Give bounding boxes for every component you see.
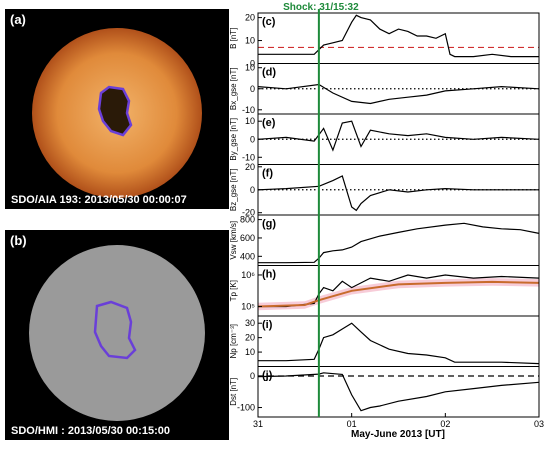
ytick-label-d-2: -10 (242, 105, 255, 115)
ytick-label-c-0: 20 (245, 13, 255, 23)
x-axis-label: May-June 2013 [UT] (351, 429, 445, 440)
xtick-label-3: 03 (534, 419, 544, 429)
ylabel-d: Bx_gse [nT] (229, 67, 238, 110)
aia-193-image: (a) SDO/AIA 193: 2013/05/30 00:00:07 (5, 9, 229, 209)
ytick-label-j-1: -100 (237, 403, 255, 413)
panel-tag-j: (j) (262, 370, 273, 382)
panel-frame-j (257, 366, 540, 418)
panel-tag-f: (f) (262, 168, 273, 180)
panel-frame-g (257, 214, 540, 266)
ytick-label-f-1: 0 (250, 185, 255, 195)
ylabel-c: B [nT] (229, 28, 238, 49)
shock-label: Shock: 31/15:32 (283, 2, 359, 13)
hmi-magnetogram-image: (b) SDO/HMI : 2013/05/30 00:15:00 (5, 230, 229, 440)
ytick-label-c-1: 10 (245, 36, 255, 46)
ylabel-i: Np [cm⁻³] (229, 324, 238, 358)
ytick-label-h-1: 10⁵ (241, 302, 255, 312)
panel-tag-i: (i) (262, 319, 273, 331)
tp-expected-band (258, 278, 539, 311)
ylabel-f: Bz_gse [nT] (229, 168, 238, 211)
ylabel-h: Tp [K] (229, 280, 238, 301)
ytick-label-i-0: 30 (245, 318, 255, 328)
ytick-label-i-2: 10 (245, 347, 255, 357)
panel-tag-g: (g) (262, 218, 276, 230)
series-f-0 (257, 175, 539, 212)
ytick-label-e-1: 0 (250, 134, 255, 144)
series-i-0 (258, 322, 540, 365)
ytick-label-f-2: -20 (242, 208, 255, 218)
ytick-label-g-0: 800 (240, 215, 255, 225)
xtick-label-2: 02 (440, 419, 450, 429)
panel-tag-h: (h) (262, 269, 276, 281)
panel-frame-c (257, 12, 540, 64)
ytick-label-f-0: 20 (245, 162, 255, 172)
hmi-coronal-hole-outline (93, 300, 137, 360)
ylabel-g: Vsw [km/s] (229, 221, 238, 260)
ytick-label-e-0: 10 (245, 116, 255, 126)
ytick-label-d-0: 10 (245, 63, 255, 73)
ytick-label-j-0: 0 (250, 371, 255, 381)
panel-a-tag: (a) (10, 12, 26, 27)
panel-tag-e: (e) (262, 117, 276, 129)
panel-b-tag: (b) (10, 233, 27, 248)
aia-sun-svg (32, 28, 202, 198)
aia-coronal-hole-outline (97, 85, 133, 137)
hmi-sun-svg (29, 245, 205, 421)
series-j-0 (257, 372, 540, 412)
ytick-label-d-1: 0 (250, 84, 255, 94)
hmi-solar-disk (29, 245, 205, 421)
panel-b-caption: SDO/HMI : 2013/05/30 00:15:00 (11, 425, 170, 437)
panel-tag-d: (d) (262, 67, 276, 79)
series-g-0 (258, 222, 540, 264)
ytick-label-g-1: 600 (240, 233, 255, 243)
ytick-label-e-2: -10 (242, 152, 255, 162)
ytick-label-g-2: 400 (240, 251, 255, 261)
xtick-label-1: 01 (347, 419, 357, 429)
ytick-label-h-0: 10⁶ (241, 270, 255, 280)
panel-tag-c: (c) (262, 16, 276, 28)
ylabel-e: By_gse [nT] (229, 118, 238, 161)
xtick-label-0: 31 (253, 419, 263, 429)
series-c-0 (258, 14, 539, 58)
series-h-1 (257, 280, 540, 308)
ylabel-j: Dst [nT] (229, 378, 238, 406)
ytick-label-i-1: 20 (245, 333, 255, 343)
series-e-0 (257, 120, 540, 152)
ytick-label-c-2: 0 (250, 59, 255, 69)
panel-a-caption: SDO/AIA 193: 2013/05/30 00:00:07 (11, 194, 187, 206)
series-h-0 (258, 274, 540, 308)
series-d-0 (257, 83, 540, 105)
panel-frame-i (257, 315, 540, 367)
